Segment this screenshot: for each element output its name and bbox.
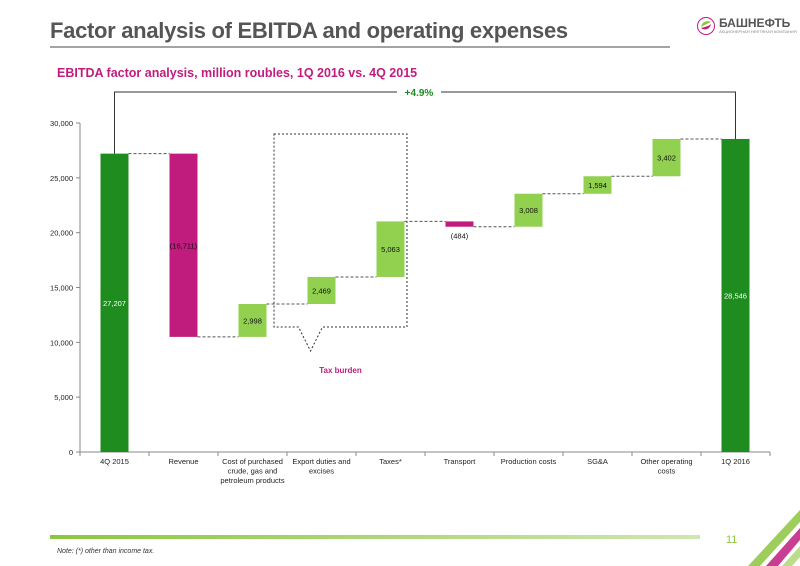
footnote: Note: (*) other than income tax. (57, 548, 155, 555)
category-label: Transport (444, 457, 477, 466)
bar-value-label: (484) (451, 232, 469, 241)
y-tick-label: 20,000 (50, 229, 73, 238)
bar-increase (238, 304, 267, 337)
tax-burden-label: Tax burden (319, 366, 362, 375)
bar-value-label: 5,063 (381, 245, 400, 254)
slide-title: Factor analysis of EBITDA and operating … (50, 18, 568, 43)
page-number: 11 (726, 534, 738, 546)
bar-increase (514, 193, 543, 227)
category-label: SG&A (587, 457, 608, 466)
bar-increase (376, 221, 405, 277)
category-label: 4Q 2015 (100, 457, 129, 466)
logo-tagline: АКЦИОНЕРНАЯ НЕФТЯНАЯ КОМПАНИЯ (719, 29, 797, 34)
bar-value-label: 28,546 (724, 291, 747, 300)
bar-total (100, 153, 129, 453)
y-tick-label: 25,000 (50, 174, 73, 183)
bar-total (721, 138, 750, 452)
bar-increase (652, 138, 681, 177)
y-tick-label: 15,000 (50, 284, 73, 293)
category-label: Taxes* (379, 457, 402, 466)
y-tick-label: 30,000 (50, 119, 73, 128)
bar-value-label: 27,207 (103, 299, 126, 308)
change-label-bg (397, 86, 441, 98)
change-label: +4.9% (405, 88, 434, 99)
y-tick-label: 0 (69, 448, 73, 457)
bar-decrease (169, 153, 198, 337)
chart-subtitle: EBITDA factor analysis, million roubles,… (57, 66, 418, 80)
bar-value-label: 2,469 (312, 286, 331, 295)
category-label: Other operating costs (640, 457, 692, 476)
y-tick-label: 10,000 (50, 338, 73, 347)
logo-name: БАШНЕФТЬ (719, 16, 791, 30)
category-label: Revenue (168, 457, 198, 466)
footer-divider (50, 535, 700, 539)
category-label: Production costs (501, 457, 557, 466)
bar-value-label: 2,998 (243, 316, 262, 325)
bar-increase (583, 176, 612, 194)
change-bracket (114, 91, 736, 154)
title-divider (50, 46, 670, 48)
y-tick-label: 5,000 (54, 393, 73, 402)
tax-burden-callout (273, 133, 408, 353)
bashneft-leaf-icon (697, 17, 715, 35)
waterfall-chart: 0 5,000 10,000 15,000 20,000 25,000 30,000 Tax … (50, 86, 771, 485)
company-logo: БАШНЕФТЬ АКЦИОНЕРНАЯ НЕФТЯНАЯ КОМПАНИЯ (697, 16, 797, 38)
category-label: Cost of purchased crude, gas and petroleum… (220, 457, 284, 485)
bar-value-label: 3,008 (519, 206, 538, 215)
bar-value-label: 1,594 (588, 181, 607, 190)
bar-increase (307, 276, 336, 305)
bar-decrease (445, 221, 474, 227)
bar-value-label: (16,711) (170, 241, 198, 250)
bar-value-label: 3,402 (657, 154, 676, 163)
category-label: Export duties and excises (292, 457, 350, 476)
corner-stripes-decoration (748, 510, 800, 566)
category-label: 1Q 2016 (721, 457, 750, 466)
